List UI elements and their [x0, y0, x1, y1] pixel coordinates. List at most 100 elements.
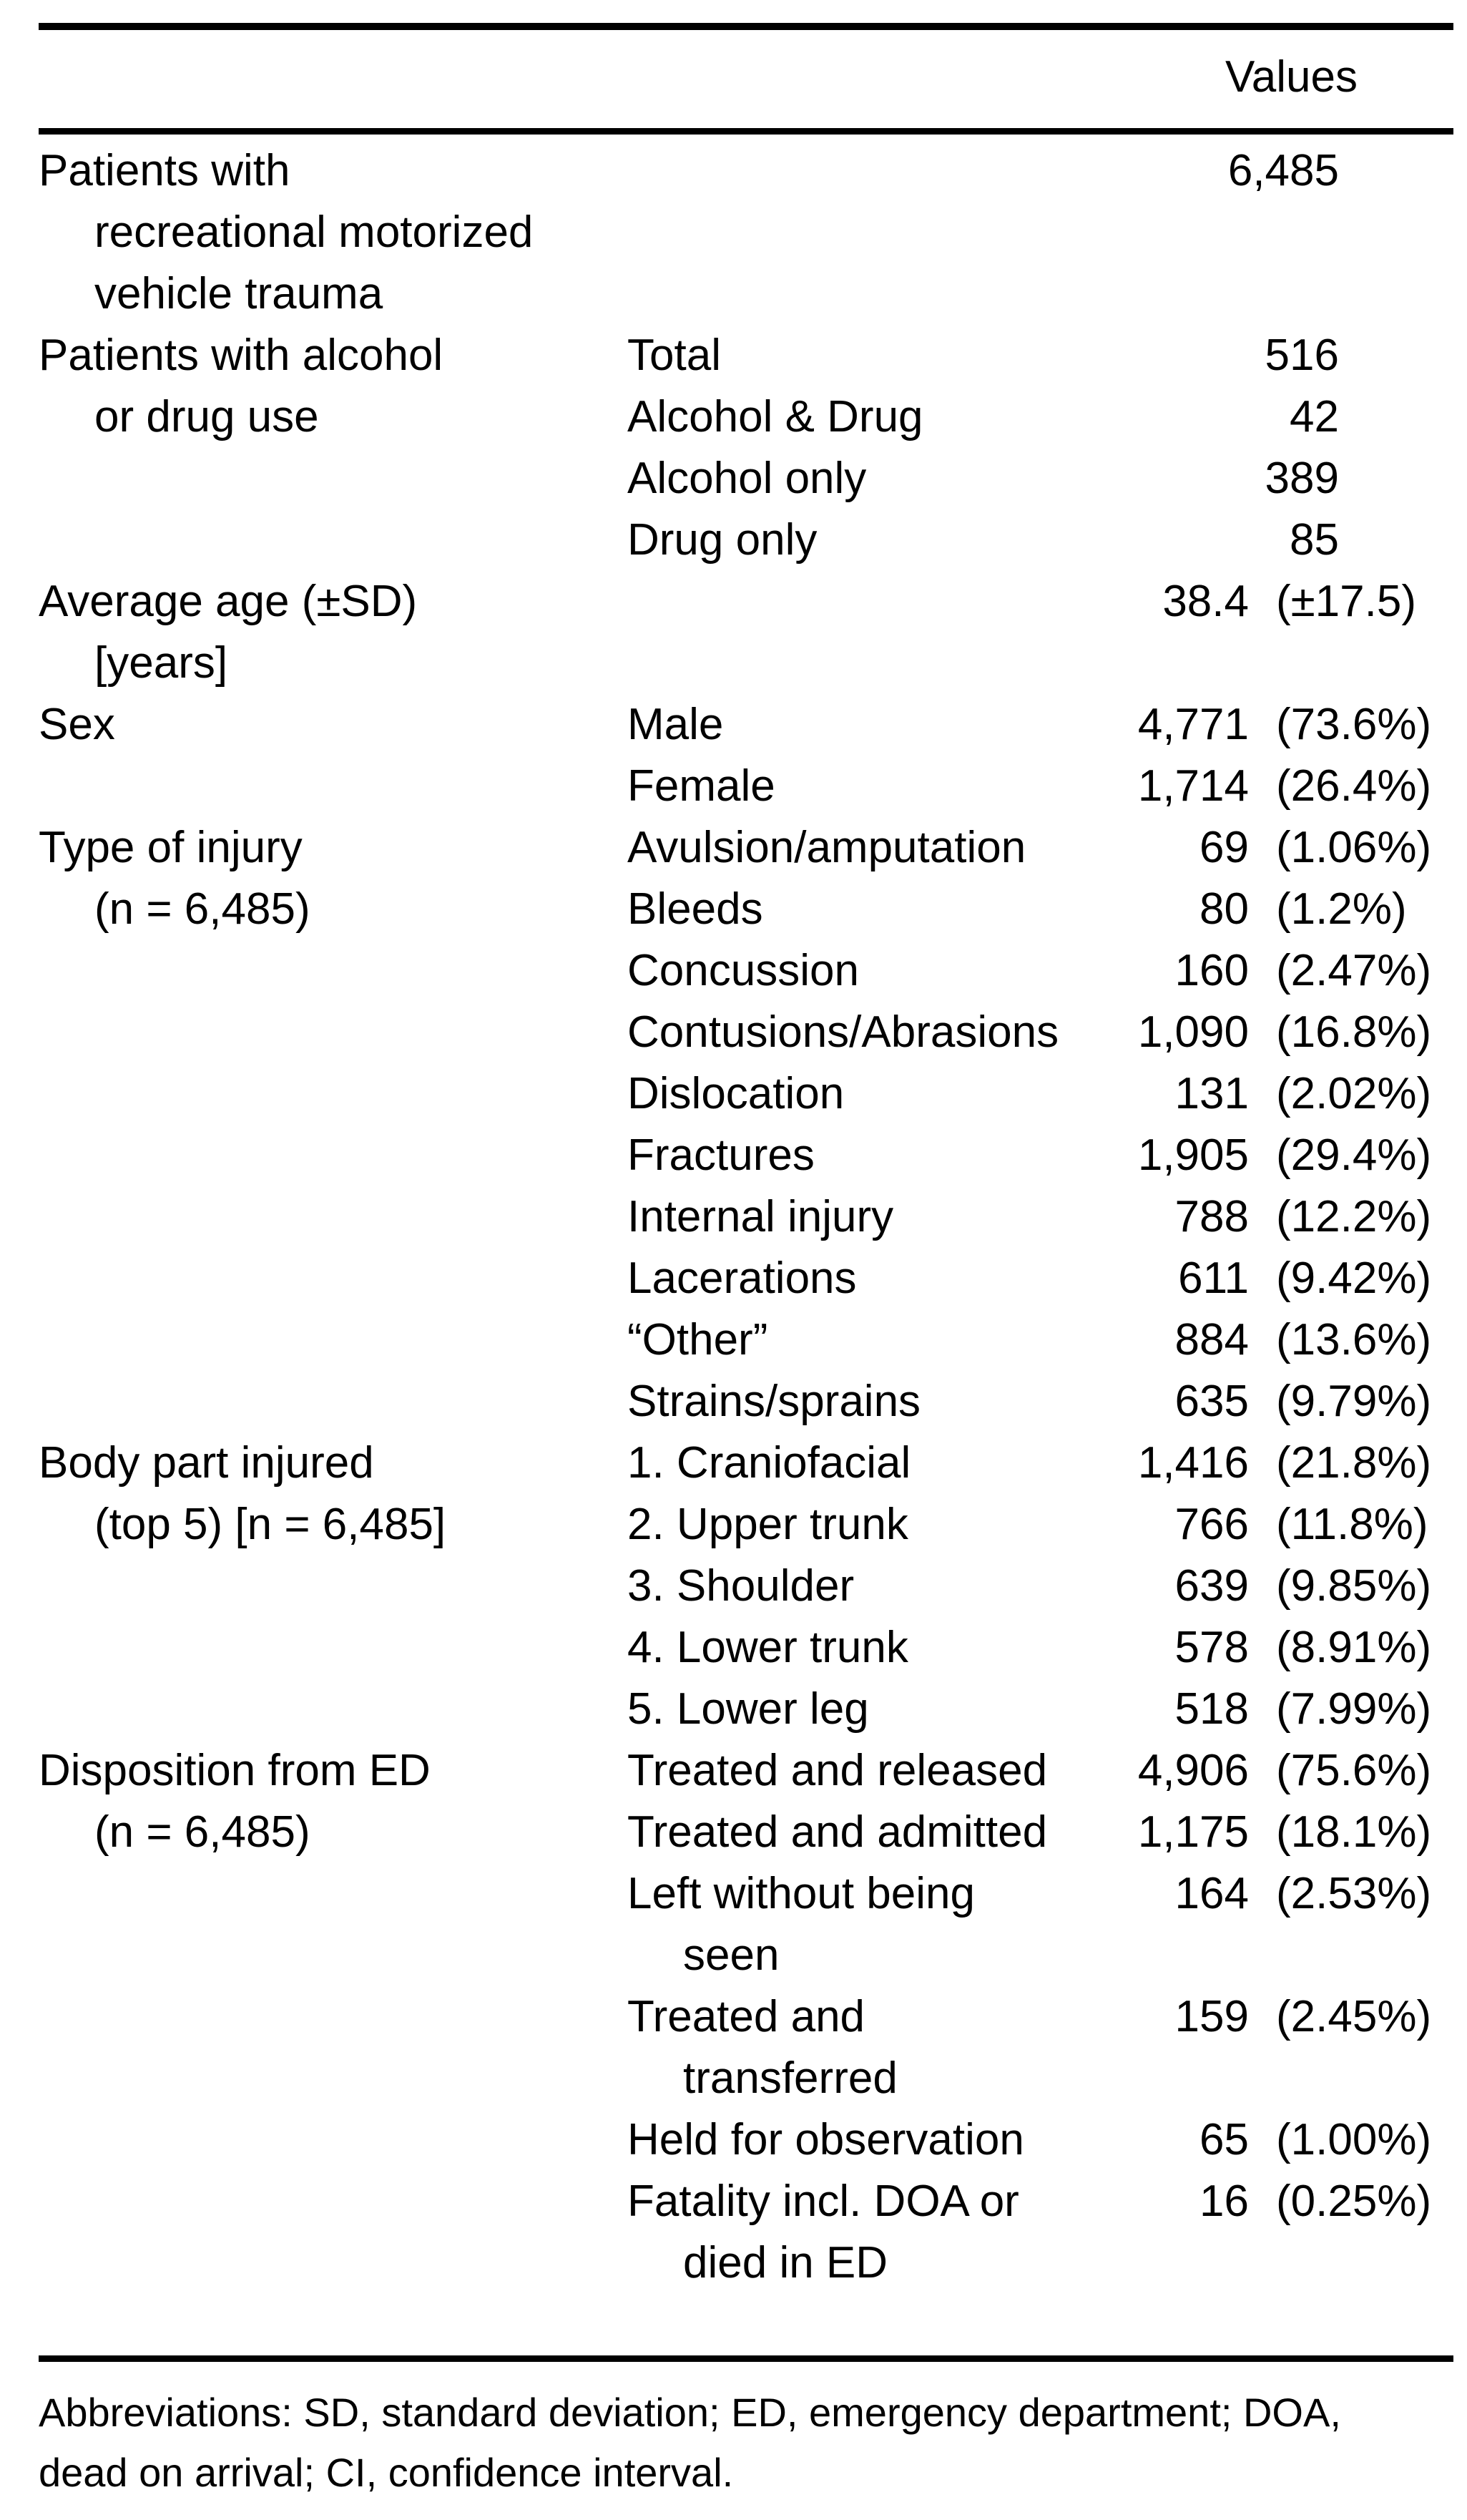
- subcategory-cell: Male: [627, 700, 724, 749]
- table-row: [years]: [39, 633, 1453, 694]
- value-percent-cell: (±17.5): [1276, 577, 1416, 626]
- footnote: Abbreviations: SD, standard deviation; E…: [39, 2383, 1453, 2503]
- table-row: Left without being 164 (2.53%): [39, 1863, 1453, 1925]
- table-row: Concussion 160 (2.47%): [39, 940, 1453, 1002]
- category-cell: [39, 1309, 627, 1371]
- subcategory-cell: 1. Craniofacial: [627, 1438, 911, 1488]
- subcategory-cell: Held for observation: [627, 2115, 1024, 2164]
- subcategory-cell: Bleeds: [627, 884, 763, 934]
- footnote-line: dead on arrival; CI, confidence interval…: [39, 2450, 734, 2495]
- subcategory-cell: Concussion: [627, 946, 859, 995]
- value-percent-cell: (73.6%): [1276, 700, 1432, 749]
- table-row: Contusions/Abrasions 1,090 (16.8%): [39, 1002, 1453, 1063]
- subcategory-cell: [627, 202, 1037, 263]
- table-row: Body part injured 1. Craniofacial 1,416 (21…: [39, 1432, 1453, 1494]
- table-row: recreational motorized: [39, 202, 1453, 263]
- subcategory-cell: Alcohol & Drug: [627, 392, 923, 441]
- value-count-cell: 389: [1265, 454, 1339, 503]
- table-row: Patients with 6,485: [39, 140, 1453, 202]
- value-count-cell: 16: [1199, 2177, 1249, 2226]
- table-row: Treated and 159 (2.45%): [39, 1986, 1453, 2048]
- table-row: seen: [39, 1925, 1453, 1986]
- category-cell: Disposition from ED: [39, 1746, 431, 1795]
- value-count-cell: 65: [1199, 2115, 1249, 2164]
- table-row: Lacerations 611 (9.42%): [39, 1248, 1453, 1309]
- subcategory-cell: “Other”: [627, 1315, 768, 1364]
- value-count-cell: 85: [1290, 515, 1339, 565]
- value-percent-cell: (16.8%): [1276, 1007, 1432, 1057]
- table-row: Type of injury Avulsion/amputation 69 (1.06…: [39, 817, 1453, 879]
- value-percent-cell: (11.8%): [1276, 1500, 1428, 1549]
- category-cell: [39, 2048, 627, 2109]
- category-cell: [years]: [94, 638, 228, 688]
- subcategory-cell: Contusions/Abrasions: [627, 1007, 1059, 1057]
- table-row: (n = 6,485) Treated and admitted 1,175 (18.…: [39, 1802, 1453, 1863]
- subcategory-cell: Treated and released: [627, 1746, 1048, 1795]
- table-row: Average age (±SD) 38.4 (±17.5): [39, 571, 1453, 633]
- subcategory-cell: 3. Shoulder: [627, 1561, 855, 1611]
- subcategory-cell: 4. Lower trunk: [627, 1623, 908, 1672]
- value-percent-cell: (2.47%): [1276, 946, 1432, 995]
- subcategory-cell: Internal injury: [627, 1192, 894, 1241]
- value-count-cell: 884: [1174, 1315, 1249, 1364]
- category-cell: (top 5) [n = 6,485]: [94, 1500, 446, 1549]
- value-count-cell: 1,090: [1137, 1007, 1249, 1057]
- subcategory-cell: Left without being: [627, 1869, 976, 1918]
- table-row: “Other” 884 (13.6%): [39, 1309, 1453, 1371]
- category-cell: [39, 509, 627, 571]
- category-cell: Body part injured: [39, 1438, 374, 1488]
- value-count-cell: 131: [1174, 1069, 1249, 1118]
- category-cell: [39, 1617, 627, 1679]
- value-count-cell: 160: [1174, 946, 1249, 995]
- subcategory-cell: Fractures: [627, 1130, 815, 1180]
- value-percent-cell: (26.4%): [1276, 761, 1432, 811]
- value-percent-cell: (2.53%): [1276, 1869, 1432, 1918]
- subcategory-cell: Fatality incl. DOA or: [627, 2177, 1019, 2226]
- value-count-cell: 6,485: [1227, 146, 1339, 195]
- value-percent-cell: (8.91%): [1276, 1623, 1432, 1672]
- table-header-row: Values: [39, 49, 1453, 106]
- value-count-cell: 159: [1174, 1992, 1249, 2041]
- value-count-cell: 516: [1265, 331, 1339, 380]
- footnote-line: Abbreviations: SD, standard deviation; E…: [39, 2390, 1341, 2435]
- value-percent-cell: (7.99%): [1276, 1684, 1432, 1734]
- value-percent-cell: (1.00%): [1276, 2115, 1432, 2164]
- category-cell: [39, 940, 627, 1002]
- table-row: Fractures 1,905 (29.4%): [39, 1125, 1453, 1186]
- table-row: died in ED: [39, 2232, 1453, 2294]
- value-percent-cell: (9.85%): [1276, 1561, 1432, 1611]
- category-cell: [39, 1002, 627, 1063]
- subcategory-cell: Strains/sprains: [627, 1377, 921, 1426]
- table-row: vehicle trauma: [39, 263, 1453, 325]
- category-cell: Patients with alcohol: [39, 331, 443, 380]
- value-percent-cell: (29.4%): [1276, 1130, 1432, 1180]
- table-row: Drug only 85: [39, 509, 1453, 571]
- value-count-cell: 38.4: [1162, 577, 1249, 626]
- table-row: Sex Male 4,771 (73.6%): [39, 694, 1453, 756]
- value-percent-cell: (1.06%): [1276, 823, 1432, 872]
- value-percent-cell: (2.45%): [1276, 1992, 1432, 2041]
- table-row: Held for observation 65 (1.00%): [39, 2109, 1453, 2171]
- value-count-cell: 766: [1174, 1500, 1249, 1549]
- category-cell: [39, 1679, 627, 1740]
- subcategory-cell: [627, 140, 1037, 202]
- table-row: Dislocation 131 (2.02%): [39, 1063, 1453, 1125]
- subcategory-cell: transferred: [683, 2053, 898, 2103]
- value-percent-cell: (21.8%): [1276, 1438, 1432, 1488]
- category-cell: [39, 1371, 627, 1432]
- subcategory-cell: Total: [627, 331, 721, 380]
- category-cell: [39, 1556, 627, 1617]
- table-row: or drug use Alcohol & Drug 42: [39, 386, 1453, 448]
- category-cell: [39, 1863, 627, 1925]
- category-cell: Average age (±SD): [39, 577, 418, 626]
- category-cell: [39, 1986, 627, 2048]
- value-count-cell: 42: [1290, 392, 1339, 441]
- category-cell: [39, 1248, 627, 1309]
- category-cell: Patients with: [39, 146, 290, 195]
- subcategory-cell: 2. Upper trunk: [627, 1500, 908, 1549]
- value-percent-cell: (1.2%): [1276, 884, 1407, 934]
- subcategory-cell: Treated and: [627, 1992, 865, 2041]
- value-count-cell: 4,906: [1137, 1746, 1249, 1795]
- value-count-cell: 518: [1174, 1684, 1249, 1734]
- subcategory-cell: Dislocation: [627, 1069, 845, 1118]
